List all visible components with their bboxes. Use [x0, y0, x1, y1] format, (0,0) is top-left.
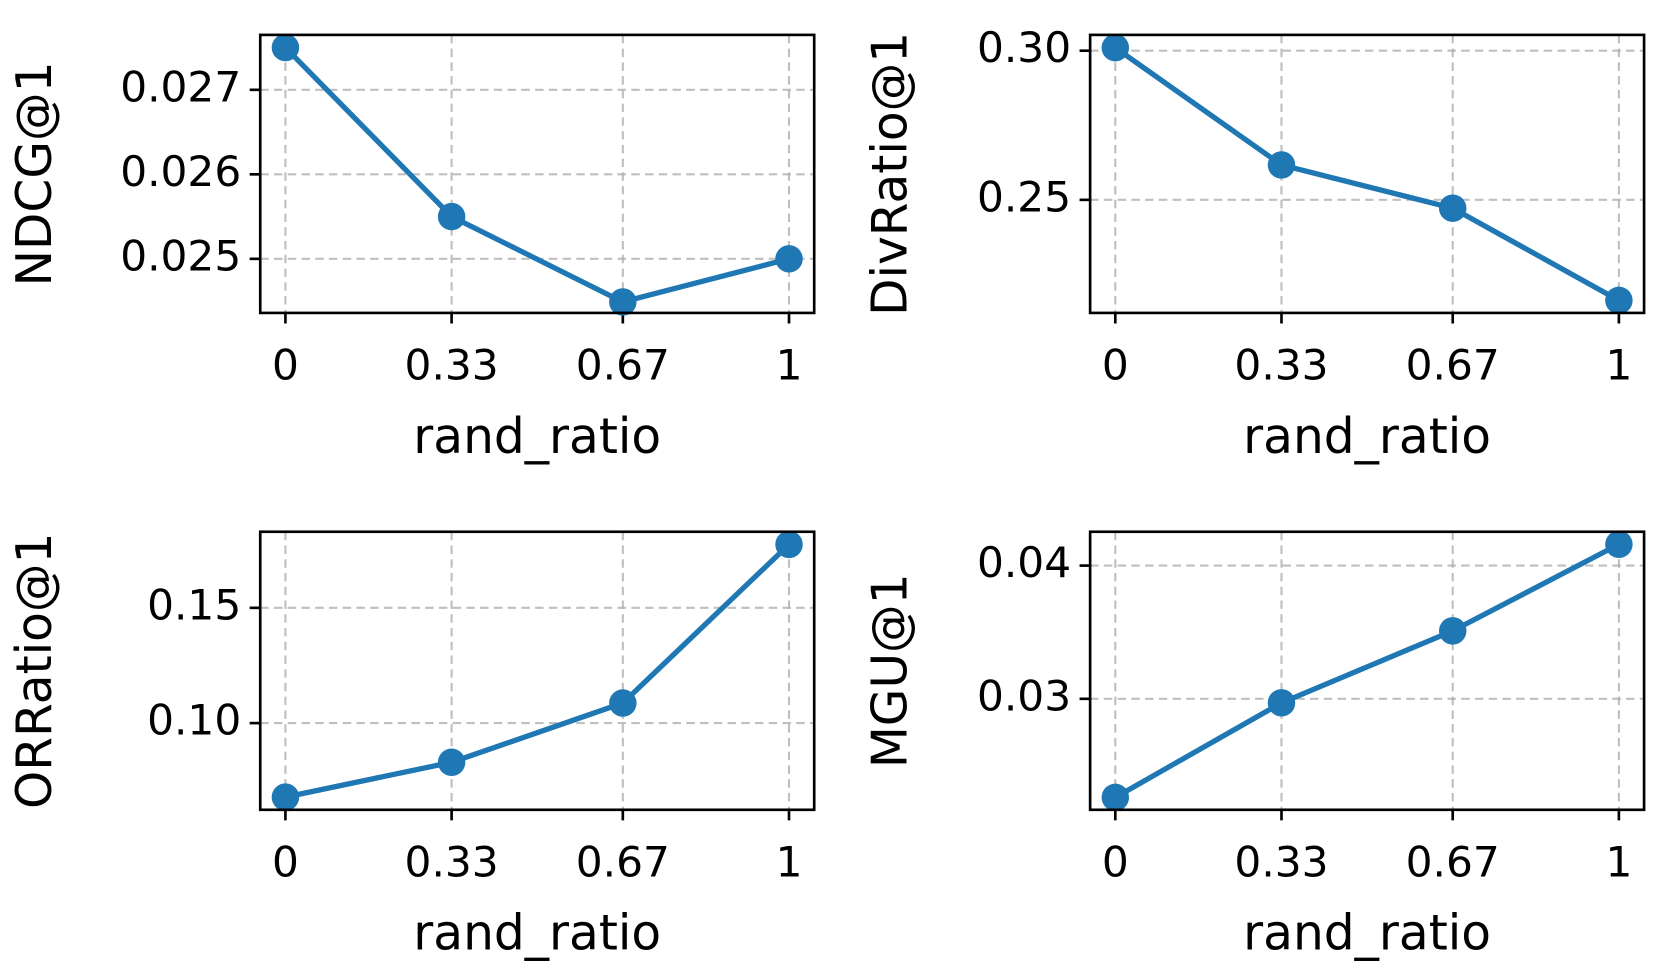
plot-area	[1101, 33, 1633, 315]
y-axis-label: MGU@1	[862, 573, 918, 768]
y-tick-label: 0.10	[147, 696, 241, 745]
x-tick-label: 1	[1605, 340, 1632, 389]
x-tick-label: 0	[272, 837, 299, 886]
x-tick-label: 1	[776, 837, 803, 886]
data-point	[271, 783, 300, 811]
y-tick-label: 0.03	[977, 671, 1071, 720]
y-axis-label: NDCG@1	[7, 61, 63, 286]
y-tick-label: 0.027	[120, 62, 241, 111]
plot-area	[271, 530, 803, 811]
data-line	[1113, 45, 1621, 303]
data-point	[271, 33, 300, 62]
y-tick-label: 0.04	[977, 538, 1071, 587]
y-tick-label: 0.025	[120, 231, 241, 280]
data-point	[609, 689, 637, 717]
data-point	[775, 245, 803, 273]
x-tick-label: 0.33	[1234, 837, 1328, 886]
y-tick-label: 0.25	[977, 172, 1071, 221]
data-line	[284, 542, 791, 800]
data-point	[1101, 783, 1130, 812]
x-axis-label: rand_ratio	[413, 906, 661, 962]
x-tick-label: 0.67	[1406, 340, 1500, 389]
data-point	[1438, 617, 1467, 645]
axes-frame	[1088, 33, 1646, 315]
x-tick-label: 0	[1102, 340, 1129, 389]
x-tick-label: 0.33	[1234, 340, 1328, 389]
x-tick-label: 1	[1605, 837, 1632, 886]
axes-frame	[258, 33, 816, 315]
data-point	[437, 202, 466, 231]
data-point	[775, 530, 803, 559]
x-axis-label: rand_ratio	[413, 409, 661, 465]
axes-frame	[258, 530, 816, 812]
x-axis-label: rand_ratio	[1243, 906, 1491, 962]
data-point	[1438, 194, 1467, 222]
x-tick-label: 1	[776, 340, 803, 389]
x-axis-label: rand_ratio	[1243, 409, 1491, 465]
data-point	[1267, 689, 1296, 717]
data-point	[609, 288, 637, 316]
y-tick-label: 0.15	[147, 580, 241, 629]
x-tick-label: 0.33	[405, 837, 499, 886]
plot-area	[1101, 530, 1633, 812]
x-tick-label: 0.33	[405, 340, 499, 389]
data-point	[437, 748, 466, 777]
x-tick-label: 0.67	[576, 837, 670, 886]
data-point	[1267, 151, 1296, 179]
y-axis-label: ORRatio@1	[7, 533, 63, 809]
plot-area	[271, 33, 803, 316]
data-point	[1605, 530, 1633, 559]
x-tick-label: 0	[1102, 837, 1129, 886]
axes-frame	[1088, 530, 1646, 812]
data-point	[1101, 33, 1130, 62]
y-axis-label: DivRatio@1	[862, 32, 918, 316]
data-line	[283, 45, 790, 305]
y-tick-label: 0.026	[120, 147, 241, 196]
data-point	[1605, 286, 1633, 315]
x-tick-label: 0.67	[576, 340, 670, 389]
y-tick-label: 0.30	[977, 23, 1071, 72]
x-tick-label: 0	[272, 340, 299, 389]
data-line	[1113, 541, 1621, 800]
x-tick-label: 0.67	[1406, 837, 1500, 886]
